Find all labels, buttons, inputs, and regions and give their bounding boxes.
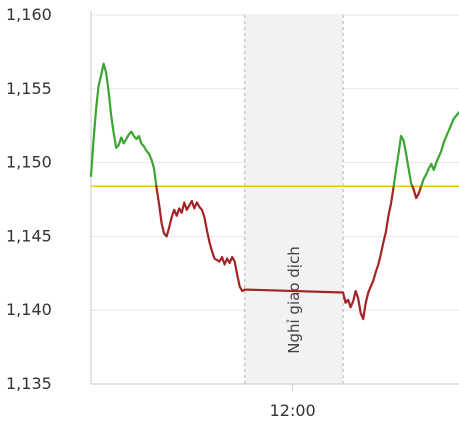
y-tick-label: 1,140 [6,300,52,319]
break-band-label: Nghỉ giao dịch [285,246,303,353]
y-tick-label: 1,135 [6,374,52,393]
price-series [89,62,459,321]
x-tick-label: 12:00 [270,401,316,420]
y-tick-label: 1,155 [6,79,52,98]
break-band [244,15,344,384]
y-tick-label: 1,150 [6,153,52,172]
series-line-below-reference [411,185,423,200]
series-line-above-reference [89,62,158,188]
series-line-above-reference [420,111,459,188]
y-tick-label: 1,160 [6,5,52,24]
y-axis: 1,160 1,155 1,150 1,145 1,140 1,135 [6,5,92,393]
series-line-above-reference [392,134,414,188]
x-axis: 12:00 [91,383,459,420]
series-line-below-reference [155,185,395,321]
y-tick-label: 1,145 [6,226,52,245]
